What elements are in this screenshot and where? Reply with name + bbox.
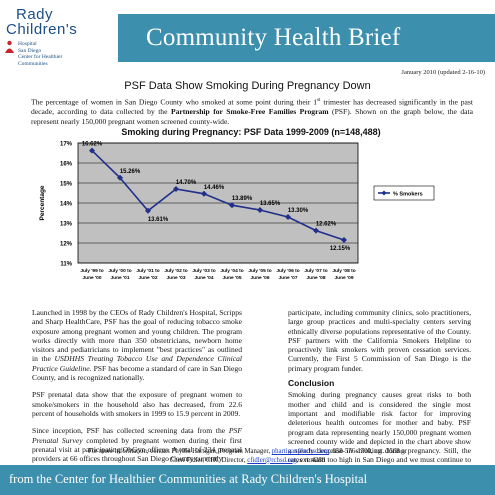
contact-text: Cheri Fidler, CHC Director, xyxy=(169,456,248,464)
data-label: 13.65% xyxy=(260,201,281,207)
logo-sub-line: Communities xyxy=(18,60,48,67)
intro-paragraph: The percentage of women in San Diego Cou… xyxy=(31,96,473,126)
left-p3-end: completed by pregnant women during their… xyxy=(32,435,242,464)
left-p1-text: Launched in 1998 by the CEOs of Rady Chi… xyxy=(32,308,242,364)
x-tick-label: July '00 to xyxy=(108,268,131,274)
left-paragraph-3: Since inception, PSF has collected scree… xyxy=(32,426,242,463)
x-tick-label: June '02 xyxy=(138,275,157,281)
x-tick-label: July '08 to xyxy=(332,268,355,274)
data-point xyxy=(313,227,319,234)
x-tick-label: June '04 xyxy=(194,275,213,281)
x-tick-label: July '04 to xyxy=(220,268,243,274)
data-point xyxy=(201,190,207,197)
contact-line-1: For more information, contact Phyllis Ha… xyxy=(0,448,495,457)
data-point xyxy=(341,237,347,243)
document-title: PSF Data Show Smoking During Pregnancy D… xyxy=(124,80,371,92)
data-point xyxy=(117,174,123,181)
x-tick-label: June '01 xyxy=(110,275,129,281)
dateline: January 2010 (updated 2-16-10) xyxy=(401,69,485,76)
legend-box xyxy=(373,185,435,201)
data-label: 12.62% xyxy=(316,222,337,228)
x-tick-label: July '03 to xyxy=(192,268,215,274)
plot-border xyxy=(77,142,359,264)
smoking-chart: Smoking during Pregnancy: PSF Data 1999-… xyxy=(30,123,472,307)
guideline-title: USDHHS Treating Tobacco Use and Dependen… xyxy=(32,354,242,373)
data-label: 15.26% xyxy=(120,169,141,175)
data-point xyxy=(145,207,151,214)
intro-text: trimester has decreased significantly in… xyxy=(31,97,473,117)
data-point xyxy=(89,147,95,154)
email-link-hartigan[interactable]: phartigan@rchsd.org xyxy=(271,448,330,455)
y-tick-label: 13% xyxy=(60,222,73,228)
x-tick-label: June '00 xyxy=(82,275,101,281)
y-tick-label: 17% xyxy=(60,142,73,148)
right-paragraph-1: participate, including community clinics… xyxy=(288,308,471,373)
logo-mark-icon xyxy=(5,40,14,53)
contact-text: , ext. 4389 xyxy=(296,456,326,464)
contact-info: For more information, contact Phyllis Ha… xyxy=(0,448,495,465)
contact-text: For more information, contact Phyllis Ha… xyxy=(87,448,272,455)
footer-text: from the Center for Healthier Communitie… xyxy=(9,472,368,486)
header: Rady Children's Hospital San Diego Cente… xyxy=(0,0,495,78)
data-label: 16.62% xyxy=(82,142,103,148)
email-link-fidler[interactable]: cfidler@rchsd.org xyxy=(247,456,297,464)
x-tick-label: July '02 to xyxy=(164,268,187,274)
left-p3-text: Since inception, PSF has collected scree… xyxy=(32,426,229,436)
chart-title: Smoking during Pregnancy: PSF Data 1999-… xyxy=(121,127,381,137)
logo-subtitle: Hospital San Diego Center for Healthier … xyxy=(18,41,108,67)
data-label: 13.89% xyxy=(232,196,253,202)
logo-sub-line: San Diego xyxy=(18,47,42,54)
logo-line-rady: Rady xyxy=(16,6,54,23)
data-point xyxy=(257,207,263,213)
left-paragraph-1: Launched in 1998 by the CEOs of Rady Chi… xyxy=(32,308,242,382)
y-tick-label: 16% xyxy=(60,162,73,168)
y-axis-label: Percentage xyxy=(39,185,46,220)
y-tick-label: 14% xyxy=(60,202,73,208)
left-p1-end: PSF has become a standard of care in San… xyxy=(32,363,242,383)
x-tick-label: June '06 xyxy=(250,275,269,281)
series-line xyxy=(91,150,345,241)
logo-line-childrens: Children's xyxy=(6,21,78,38)
chart-svg: 11% 12% 13% 14% 15% 16% 17% Percentage July '99 … xyxy=(39,142,435,281)
legend-marker xyxy=(381,190,387,196)
conclusion-heading: Conclusion xyxy=(288,378,335,389)
data-label: 13.30% xyxy=(288,208,309,214)
x-tick-label: June '09 xyxy=(334,275,353,281)
data-label: 13.61% xyxy=(148,217,169,223)
data-point xyxy=(173,186,179,192)
contact-line-2: Cheri Fidler, CHC Director, cfidler@rchs… xyxy=(0,457,495,466)
logo-sub-line: Hospital xyxy=(18,41,37,47)
x-tick-label: July '05 to xyxy=(248,268,271,274)
left-column: Launched in 1998 by the CEOs of Rady Chi… xyxy=(32,308,242,471)
legend-label: % Smokers xyxy=(393,192,423,198)
intro-superscript: st xyxy=(317,98,321,103)
footer-banner: from the Center for Healthier Communitie… xyxy=(0,465,495,495)
survey-title: PSF Prenatal Survey xyxy=(32,426,242,445)
rady-childrens-logo: Rady Children's Hospital San Diego Cente… xyxy=(4,6,116,76)
banner-title: Community Health Brief xyxy=(146,24,401,51)
data-label: 12.15% xyxy=(330,246,351,252)
intro-bold-program-name: Partnership for Smoke-Free Families Prog… xyxy=(170,107,329,117)
x-tick-label: June '05 xyxy=(222,275,241,281)
x-tick-label: July '99 to xyxy=(80,268,103,274)
intro-text: The percentage of women in San Diego Cou… xyxy=(31,97,318,107)
data-label: 14.70% xyxy=(176,180,197,186)
x-tick-label: June '03 xyxy=(166,275,185,281)
y-tick-label: 12% xyxy=(60,242,73,248)
data-point xyxy=(229,202,235,209)
data-label: 14.46% xyxy=(204,185,225,191)
y-tick-label: 11% xyxy=(60,262,72,268)
x-tick-label: July '01 to xyxy=(136,268,159,274)
x-tick-label: June '07 xyxy=(278,275,297,281)
y-tick-label: 15% xyxy=(60,182,73,188)
left-paragraph-2: PSF prenatal data show that the exposure… xyxy=(32,390,242,418)
data-point xyxy=(285,214,291,220)
x-tick-label: June '08 xyxy=(306,275,325,281)
x-tick-label: July '06 to xyxy=(276,268,299,274)
intro-text: (PSF). Shown on the graph below, the dat… xyxy=(31,107,474,126)
title-banner: Community Health Brief xyxy=(118,14,495,62)
logo-sub-line: Center for Healthier xyxy=(18,54,63,60)
contact-text: , 858-576-1700, ext. 3568 or xyxy=(329,448,408,455)
x-tick-label: July '07 to xyxy=(304,268,327,274)
